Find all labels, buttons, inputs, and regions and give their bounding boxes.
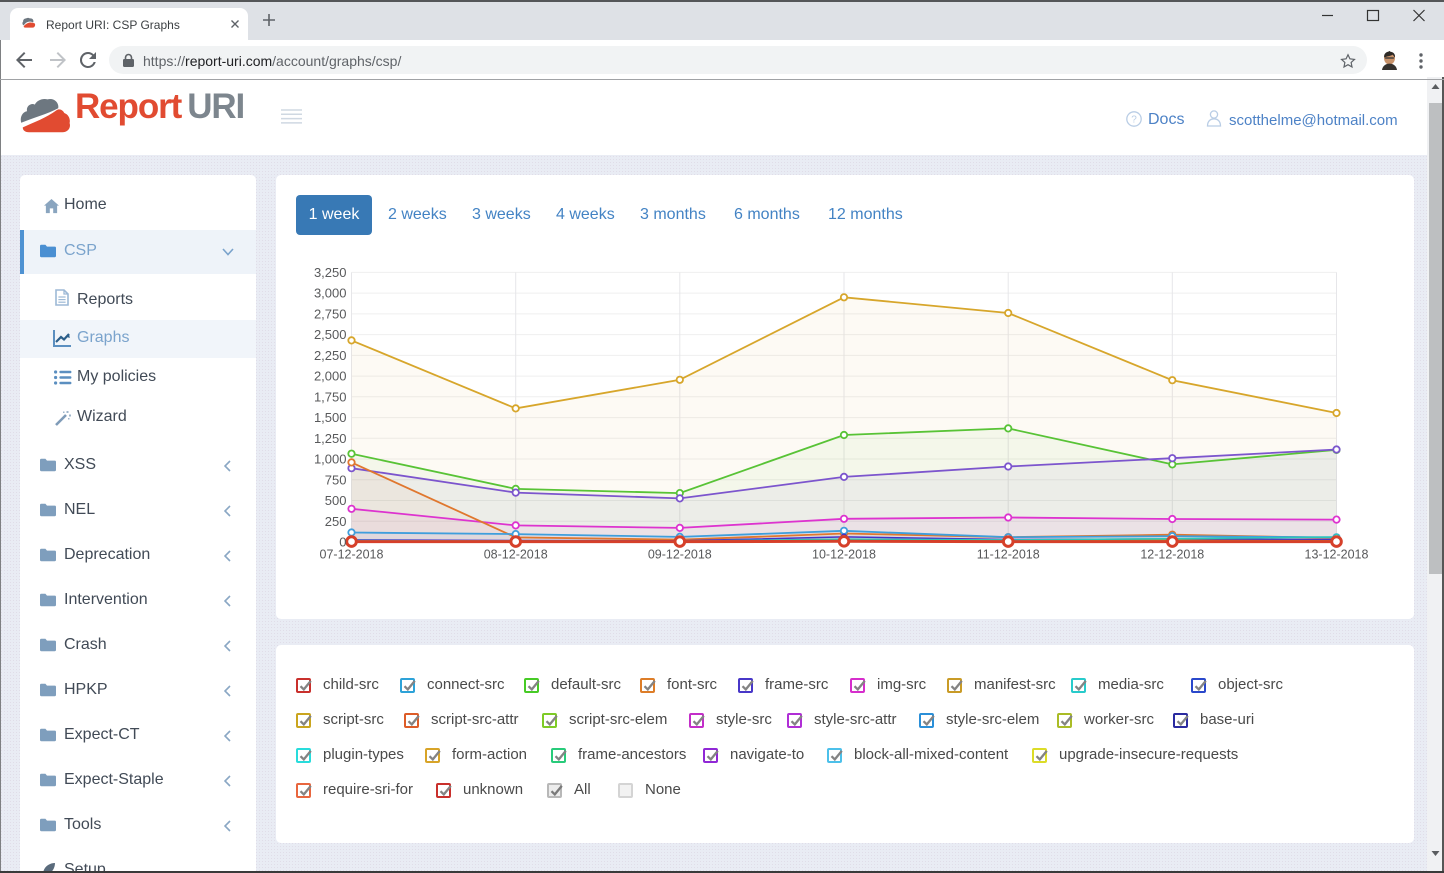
svg-text:07-12-2018: 07-12-2018 — [320, 548, 384, 562]
svg-text:1,500: 1,500 — [314, 410, 347, 425]
svg-text:0: 0 — [339, 535, 346, 550]
svg-text:3,000: 3,000 — [314, 286, 347, 301]
svg-text:2,500: 2,500 — [314, 327, 347, 342]
svg-text:3,250: 3,250 — [314, 265, 347, 280]
svg-text:?: ? — [1131, 115, 1137, 126]
svg-text:250: 250 — [325, 514, 347, 529]
svg-text:1,250: 1,250 — [314, 431, 347, 446]
svg-text:08-12-2018: 08-12-2018 — [484, 548, 548, 562]
svg-text:11-12-2018: 11-12-2018 — [977, 548, 1040, 562]
svg-text:2,250: 2,250 — [314, 348, 347, 363]
svg-text:10-12-2018: 10-12-2018 — [812, 548, 876, 562]
svg-text:2,750: 2,750 — [314, 306, 347, 321]
svg-text:13-12-2018: 13-12-2018 — [1305, 548, 1369, 562]
svg-text:500: 500 — [325, 493, 347, 508]
svg-text:1,750: 1,750 — [314, 389, 347, 404]
svg-text:2,000: 2,000 — [314, 369, 347, 384]
svg-text:12-12-2018: 12-12-2018 — [1140, 548, 1204, 562]
svg-text:1,000: 1,000 — [314, 452, 347, 467]
svg-text:09-12-2018: 09-12-2018 — [648, 548, 712, 562]
svg-text:750: 750 — [325, 472, 347, 487]
